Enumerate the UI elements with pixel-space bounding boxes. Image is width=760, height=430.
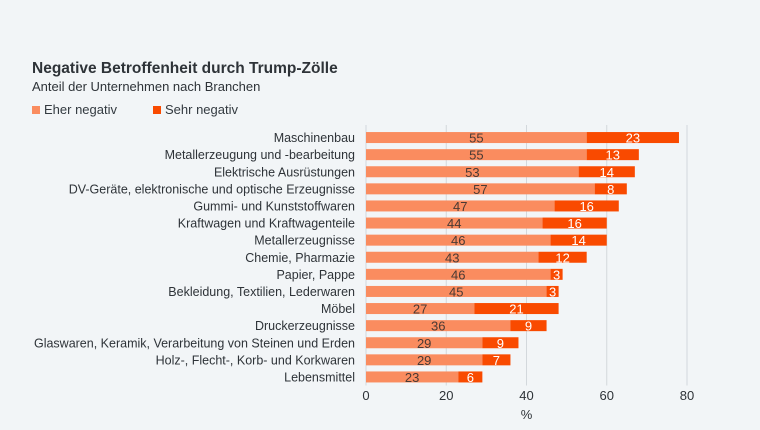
data-label-sehr-negativ: 8 [607,182,614,197]
data-label-eher-negativ: 45 [449,284,463,299]
data-label-eher-negativ: 36 [431,319,445,334]
bar-sehr-negativ [550,268,563,280]
data-label-eher-negativ: 27 [413,302,427,317]
bar-eher-negativ [366,251,539,263]
category-label: Glaswaren, Keramik, Verarbeitung von Ste… [34,336,355,350]
bar-sehr-negativ [542,217,607,229]
category-label: Gummi- und Kunststoffwaren [193,199,355,213]
data-label-eher-negativ: 29 [417,353,431,368]
data-label-sehr-negativ: 16 [579,199,593,214]
category-label: Kraftwagen und Kraftwagenteile [178,217,355,231]
chart-title: Negative Betroffenheit durch Trump-Zölle [32,60,338,77]
bar-eher-negativ [366,268,551,280]
bar-sehr-negativ [474,303,559,315]
category-label: Elektrische Ausrüstungen [214,165,355,179]
x-tick-label: 0 [362,388,369,403]
x-tick-label: 40 [519,388,533,403]
data-label-eher-negativ: 46 [451,233,465,248]
data-label-sehr-negativ: 3 [553,267,560,282]
bar-eher-negativ [366,285,547,297]
category-label: Druckerzeugnisse [255,319,355,333]
bar-eher-negativ [366,217,543,229]
category-label: Möbel [321,302,355,316]
category-label: Metallerzeugnisse [254,234,355,248]
legend: Eher negativ Sehr negativ [32,102,274,117]
data-label-sehr-negativ: 12 [555,250,569,265]
data-label-sehr-negativ: 9 [525,319,532,334]
data-label-eher-negativ: 53 [465,165,479,180]
bar-sehr-negativ [458,371,483,383]
category-label: Metallerzeugung und -bearbeitung [165,148,355,162]
data-label-sehr-negativ: 7 [493,353,500,368]
chart-subtitle: Anteil der Unternehmen nach Branchen [32,79,261,94]
bar-eher-negativ [366,303,475,315]
data-label-eher-negativ: 23 [405,370,419,385]
bar-eher-negativ [366,149,587,161]
data-label-eher-negativ: 29 [417,336,431,351]
data-label-sehr-negativ: 14 [571,233,585,248]
category-label: Lebensmittel [284,370,355,384]
bar-sehr-negativ [554,200,619,212]
data-label-sehr-negativ: 16 [567,216,581,231]
bar-sehr-negativ [550,234,607,246]
bar-eher-negativ [366,183,595,195]
bar-sehr-negativ [594,183,627,195]
category-label: Chemie, Pharmazie [245,251,355,265]
bar-eher-negativ [366,320,511,332]
bar-eher-negativ [366,132,587,144]
category-label: Papier, Pappe [276,268,355,282]
data-label-eher-negativ: 57 [473,182,487,197]
legend-item-eher-negativ: Eher negativ [32,102,117,117]
data-label-eher-negativ: 55 [469,148,483,163]
bar-eher-negativ [366,166,579,178]
legend-label-eher-negativ: Eher negativ [44,102,117,117]
data-label-sehr-negativ: 13 [606,148,620,163]
x-tick-label: 20 [439,388,453,403]
data-label-sehr-negativ: 9 [497,336,504,351]
bar-sehr-negativ [586,132,679,144]
bar-sehr-negativ [482,337,519,349]
bar-eher-negativ [366,337,483,349]
legend-item-sehr-negativ: Sehr negativ [153,102,238,117]
data-label-sehr-negativ: 23 [626,131,640,146]
x-tick-label: 80 [680,388,694,403]
data-label-eher-negativ: 44 [447,216,461,231]
x-tick-label: 60 [600,388,614,403]
bar-sehr-negativ [482,354,511,366]
bar-eher-negativ [366,234,551,246]
bar-eher-negativ [366,371,459,383]
legend-swatch-sehr-negativ [153,105,161,114]
legend-label-sehr-negativ: Sehr negativ [165,102,238,117]
category-label: DV-Geräte, elektronische und optische Er… [69,182,355,196]
bar-sehr-negativ [510,320,547,332]
legend-swatch-eher-negativ [32,105,40,114]
data-label-eher-negativ: 43 [445,250,459,265]
data-label-sehr-negativ: 14 [600,165,614,180]
bar-sehr-negativ [586,149,639,161]
data-label-sehr-negativ: 21 [509,302,523,317]
data-label-eher-negativ: 55 [469,131,483,146]
bar-eher-negativ [366,200,555,212]
data-label-sehr-negativ: 6 [467,370,474,385]
bar-sehr-negativ [578,166,635,178]
bar-sehr-negativ [546,285,559,297]
bar-eher-negativ [366,354,483,366]
category-label: Holz-, Flecht-, Korb- und Korkwaren [156,353,355,367]
data-label-sehr-negativ: 3 [549,284,556,299]
data-label-eher-negativ: 46 [451,267,465,282]
category-label: Maschinenbau [274,131,355,145]
data-label-eher-negativ: 47 [453,199,467,214]
x-axis-label: % [521,407,533,422]
category-label: Bekleidung, Textilien, Lederwaren [168,285,355,299]
bar-sehr-negativ [538,251,587,263]
